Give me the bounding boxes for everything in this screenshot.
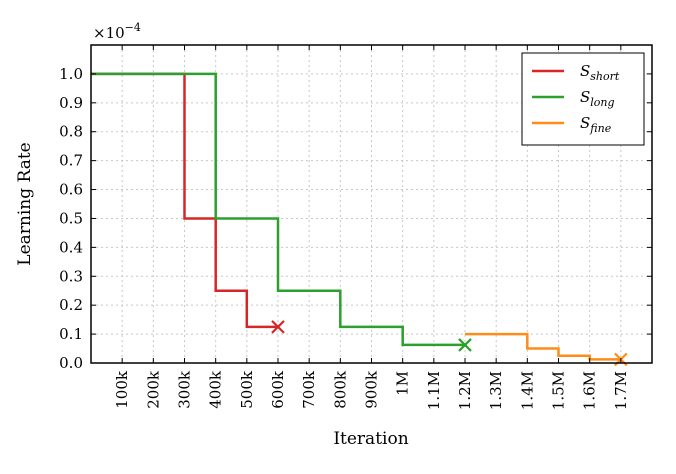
x-tick-label: 1M [394,371,412,396]
y-axis-label: Learning Rate [15,142,35,265]
legend-label: Sfine [580,114,612,135]
x-tick-label: 900k [363,370,381,409]
series-line-short [91,72,278,329]
series-end-marker-long [458,338,472,352]
x-tick-label: 1.3M [487,371,505,410]
y-tick-label: 0.6 [59,181,83,199]
series-end-marker-short [271,320,285,334]
x-tick-label: 700k [300,370,318,409]
legend-label: Sshort [580,62,620,83]
x-tick-label: 200k [144,370,162,409]
x-tick-label: 600k [269,370,287,409]
y-tick-label: 0.3 [59,267,83,285]
series-line-long [91,72,465,347]
scale-exponent: −4 [125,21,141,34]
legend-item-short: Sshort [532,62,620,83]
x-tick-label: 1.5M [550,371,568,410]
x-tick-label: 100k [113,370,131,409]
grid-layer [91,45,652,363]
x-axis-label: Iteration [333,429,408,449]
y-tick-label: 0.2 [59,296,83,314]
y-tick-label: 0.0 [59,354,83,372]
x-tick-label: 1.6M [581,371,599,410]
y-tick-label: 0.4 [59,238,83,256]
y-tick-label: 0.7 [59,152,83,170]
legend: Sshort Slong Sfine [521,52,645,146]
x-tick-label: 1.4M [518,371,536,410]
x-tick-label: 1.1M [425,371,443,410]
y-tick-label: 0.5 [59,209,83,227]
x-tick-label: 1.7M [612,371,630,410]
y-tick-label: 1.0 [59,65,83,83]
x-tick-label: 1.2M [456,371,474,410]
x-tick-label: 500k [238,370,256,409]
legend-item-fine: Sfine [532,114,612,135]
legend-item-long: Slong [532,88,615,109]
y-tick-label: 0.8 [59,123,83,141]
y-tick-label: 0.1 [59,325,83,343]
x-tick-label: 800k [331,370,349,409]
x-tick-label: 300k [176,370,194,409]
legend-label: Slong [580,88,615,109]
tick-layer: 100k 200k 300k 400k 500k 600k 700k 800k 900k 1M 1.… [59,45,652,410]
x-tick-label: 400k [207,370,225,409]
legend-box [521,52,645,146]
scale-label: ×10−4 [93,21,141,42]
series-line-fine [465,332,621,361]
y-tick-label: 0.9 [59,94,83,112]
